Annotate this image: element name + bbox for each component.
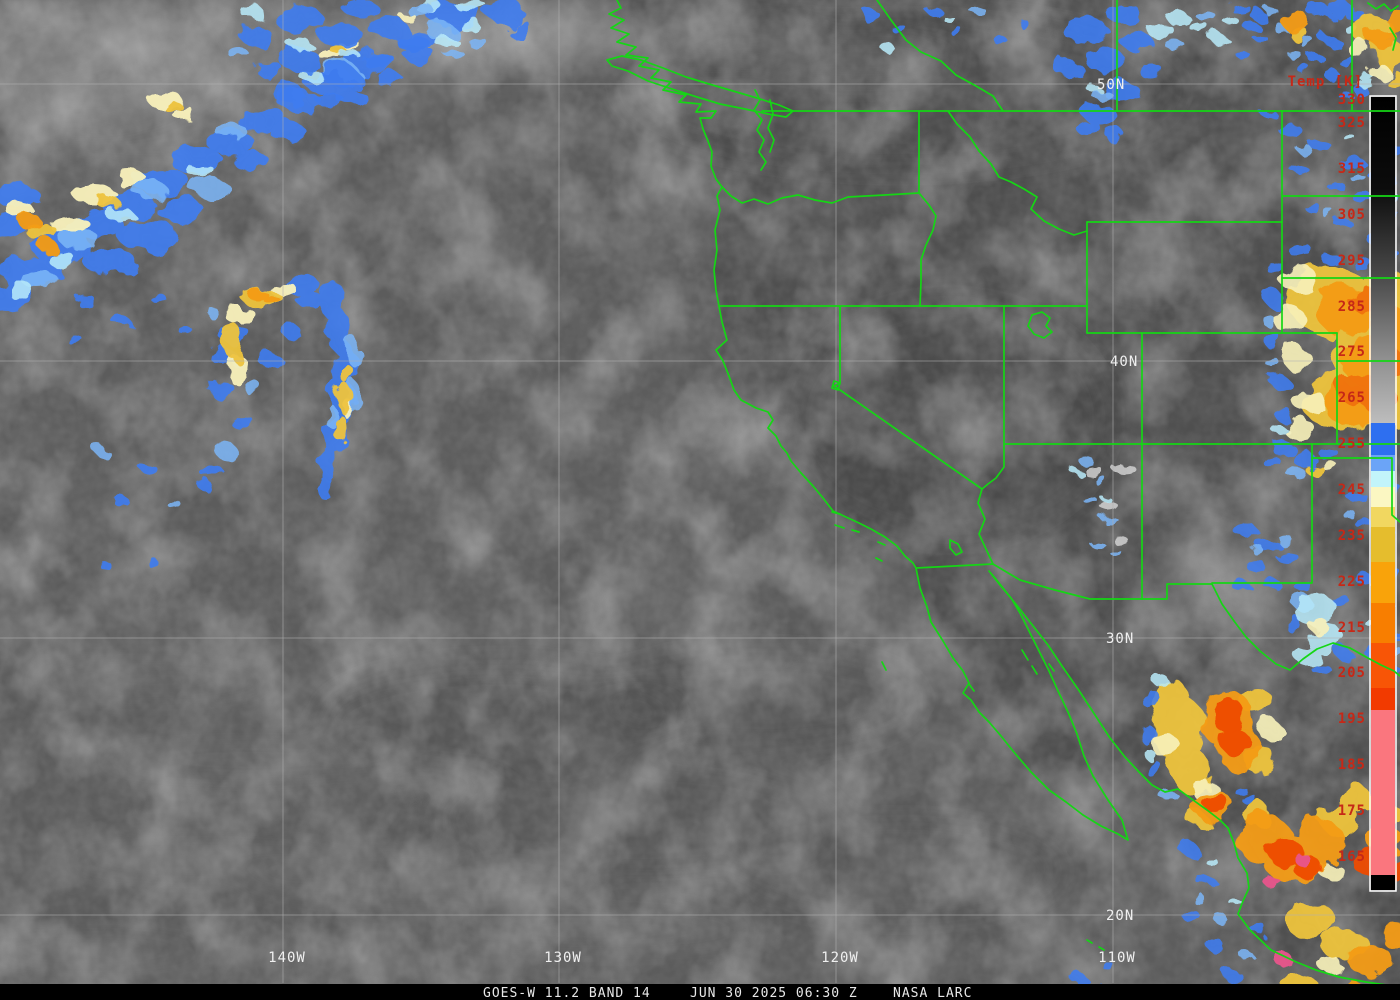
border-bc-alberta [876, 0, 1004, 112]
latitude-label: 40N [1110, 354, 1138, 370]
colorbar-segment [1371, 507, 1395, 527]
caption-instrument: GOES-W 11.2 BAND 14 [483, 986, 651, 1000]
colorbar-tick-label: 265 [1338, 390, 1366, 406]
border-or-id-snake-river [918, 192, 937, 307]
channel-islands [831, 511, 886, 562]
colorbar-segment [1371, 527, 1395, 562]
colorbar-border [1369, 95, 1397, 892]
colorbar-segment [1371, 710, 1395, 875]
colorbar-segment [1371, 875, 1395, 890]
colorbar-segment [1371, 423, 1395, 455]
cloud-field-north [230, 0, 1031, 108]
colorbar-tick-label: 255 [1338, 436, 1366, 452]
cloud-band-west [67, 275, 360, 574]
colorbar-tick-label: 245 [1338, 482, 1366, 498]
colorbar-tick-label: 285 [1338, 299, 1366, 315]
colorbar-segment [1371, 471, 1395, 487]
latitude-label: 50N [1097, 77, 1125, 93]
colorbar-tick-label: 215 [1338, 620, 1366, 636]
map-labels: Temp [K] 50N 40N 30N 20N 140W 130W 120W 110W 330… [268, 74, 1366, 966]
temperature-colorbar [1369, 95, 1397, 892]
colorbar-tick-label: 165 [1338, 849, 1366, 865]
colorbar-tick-label: 185 [1338, 757, 1366, 773]
colorbar-tick-label: 195 [1338, 711, 1366, 727]
border-nm-tx [1211, 443, 1313, 584]
longitude-label: 140W [268, 950, 306, 966]
border-az-nm-mexico [992, 563, 1213, 600]
colorbar-tick-label: 330 [1338, 92, 1366, 108]
colorbar-segment [1371, 455, 1395, 471]
border-tx-mexico-rio-grande [1211, 583, 1400, 677]
colorbar-segment [1371, 603, 1395, 643]
gulf-of-california-islands [1021, 649, 1055, 675]
colorbar-tick-label: 225 [1338, 574, 1366, 590]
colorbar-segment [1371, 97, 1395, 423]
border-saskatchewan-manitoba [1351, 0, 1399, 112]
colorbar-segment [1371, 487, 1395, 507]
coastline-pacific [608, 0, 1400, 988]
baja-islands [881, 661, 975, 692]
lake-tahoe [831, 380, 841, 391]
vancouver-island-outline [606, 55, 794, 118]
border-nv-az-colorado-river [981, 444, 1005, 490]
longitude-label: 120W [821, 950, 859, 966]
colorbar-segments [1371, 97, 1395, 890]
colorbar-tick-label: 275 [1338, 344, 1366, 360]
colorbar-tick-label: 235 [1338, 528, 1366, 544]
great-salt-lake [1027, 311, 1053, 339]
colorbar-title: Temp [K] [1288, 74, 1363, 90]
border-ca-mexico [915, 563, 994, 569]
colorbar-tick-label: 305 [1338, 207, 1366, 223]
latitude-label: 20N [1106, 908, 1134, 924]
border-ca-az-colorado-river [977, 488, 994, 565]
border-id-mt [947, 110, 1088, 236]
colorbar-tick-label: 315 [1338, 161, 1366, 177]
caption-background [0, 984, 1400, 1000]
caption-credit: NASA LARC [893, 986, 972, 1000]
colorbar-segment [1371, 562, 1395, 603]
islas-marias [1086, 939, 1105, 951]
caption-bar: GOES-W 11.2 BAND 14 JUN 30 2025 06:30 Z … [0, 984, 1400, 1000]
map-boundaries [606, 0, 1400, 988]
colorbar-segment [1371, 688, 1395, 710]
colorbar-tick-label: 175 [1338, 803, 1366, 819]
border-ca-nv [833, 305, 983, 490]
colorbar-tick-label: 295 [1338, 253, 1366, 269]
cloud-field-northeast [1056, 1, 1400, 142]
caption-timestamp: JUN 30 2025 06:30 Z [690, 986, 858, 1000]
colorbar-tick-label: 205 [1338, 665, 1366, 681]
border-wa-or-columbia-river [721, 186, 920, 205]
colorbar-tick-label: 325 [1338, 115, 1366, 131]
latitude-label: 30N [1106, 631, 1134, 647]
puget-sound-inlets [753, 89, 775, 171]
longitude-label: 110W [1098, 950, 1136, 966]
longitude-label: 130W [544, 950, 582, 966]
salton-sea [949, 539, 963, 556]
border-tx-panhandle [1311, 457, 1400, 523]
